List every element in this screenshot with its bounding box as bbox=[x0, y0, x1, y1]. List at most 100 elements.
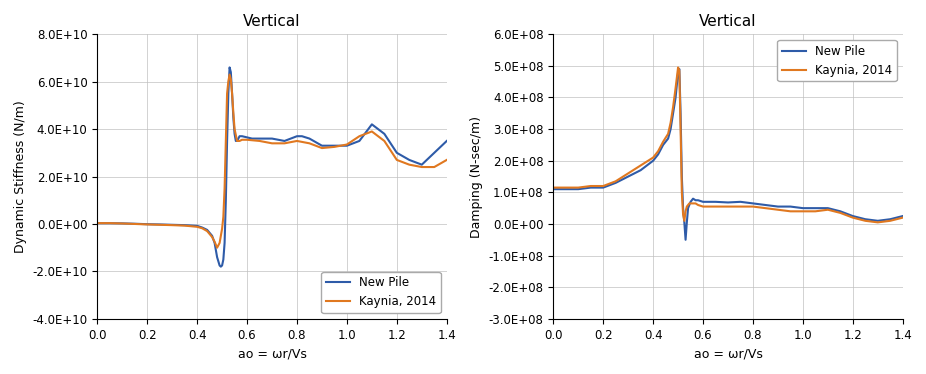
New Pile bbox=[674, 67, 685, 71]
New Pile bbox=[219, 241, 231, 245]
Kaynia, 2014 bbox=[220, 139, 232, 143]
New Pile bbox=[329, 144, 340, 148]
New Pile bbox=[196, 225, 207, 230]
Kaynia, 2014 bbox=[560, 186, 571, 190]
Kaynia, 2014 bbox=[142, 222, 153, 227]
Y-axis label: Damping (N-sec/m): Damping (N-sec/m) bbox=[470, 116, 483, 237]
New Pile bbox=[236, 134, 247, 138]
Kaynia, 2014 bbox=[622, 171, 633, 176]
Kaynia, 2014 bbox=[665, 120, 676, 125]
New Pile bbox=[404, 158, 415, 162]
Kaynia, 2014 bbox=[797, 209, 808, 214]
Kaynia, 2014 bbox=[202, 229, 213, 233]
Kaynia, 2014 bbox=[218, 215, 229, 219]
New Pile bbox=[367, 122, 378, 126]
Kaynia, 2014 bbox=[897, 215, 908, 220]
Kaynia, 2014 bbox=[572, 186, 583, 190]
New Pile bbox=[797, 206, 808, 211]
Kaynia, 2014 bbox=[354, 134, 365, 138]
New Pile bbox=[675, 111, 686, 116]
New Pile bbox=[622, 174, 633, 179]
New Pile bbox=[246, 137, 257, 141]
New Pile bbox=[117, 221, 128, 226]
New Pile bbox=[683, 203, 694, 207]
X-axis label: ao = ωr/Vs: ao = ωr/Vs bbox=[238, 347, 307, 360]
New Pile bbox=[92, 221, 103, 226]
New Pile bbox=[760, 203, 771, 207]
Kaynia, 2014 bbox=[209, 239, 220, 244]
Kaynia, 2014 bbox=[647, 155, 658, 160]
New Pile bbox=[686, 198, 697, 202]
New Pile bbox=[687, 196, 698, 201]
Kaynia, 2014 bbox=[228, 110, 239, 115]
New Pile bbox=[722, 200, 733, 205]
Kaynia, 2014 bbox=[254, 139, 265, 143]
New Pile bbox=[560, 187, 571, 191]
Kaynia, 2014 bbox=[747, 204, 758, 209]
Kaynia, 2014 bbox=[610, 179, 621, 184]
New Pile bbox=[635, 168, 646, 172]
New Pile bbox=[610, 181, 621, 185]
New Pile bbox=[693, 198, 704, 202]
New Pile bbox=[317, 144, 328, 148]
Kaynia, 2014 bbox=[597, 184, 608, 188]
New Pile bbox=[429, 151, 440, 155]
New Pile bbox=[662, 137, 673, 141]
Kaynia, 2014 bbox=[670, 86, 682, 90]
Kaynia, 2014 bbox=[657, 140, 669, 144]
New Pile bbox=[202, 228, 213, 232]
New Pile bbox=[354, 139, 365, 143]
Kaynia, 2014 bbox=[223, 79, 234, 84]
New Pile bbox=[665, 127, 676, 131]
New Pile bbox=[392, 151, 403, 155]
Kaynia, 2014 bbox=[232, 139, 243, 143]
New Pile bbox=[223, 91, 234, 96]
Kaynia, 2014 bbox=[690, 201, 701, 206]
Kaynia, 2014 bbox=[697, 204, 708, 209]
New Pile bbox=[154, 222, 165, 227]
New Pile bbox=[597, 186, 608, 190]
Line: Kaynia, 2014: Kaynia, 2014 bbox=[553, 67, 903, 223]
Kaynia, 2014 bbox=[192, 224, 203, 229]
Kaynia, 2014 bbox=[206, 235, 218, 239]
Kaynia, 2014 bbox=[834, 211, 845, 215]
Kaynia, 2014 bbox=[242, 138, 253, 142]
Kaynia, 2014 bbox=[342, 142, 353, 147]
New Pile bbox=[214, 263, 225, 268]
Kaynia, 2014 bbox=[367, 129, 378, 134]
New Pile bbox=[209, 241, 220, 245]
Line: New Pile: New Pile bbox=[553, 69, 903, 240]
Kaynia, 2014 bbox=[675, 127, 686, 131]
Kaynia, 2014 bbox=[416, 165, 427, 169]
New Pile bbox=[254, 137, 265, 141]
New Pile bbox=[379, 132, 390, 136]
Kaynia, 2014 bbox=[859, 218, 870, 223]
New Pile bbox=[279, 139, 290, 143]
New Pile bbox=[822, 206, 833, 211]
Kaynia, 2014 bbox=[196, 226, 207, 230]
Kaynia, 2014 bbox=[217, 227, 228, 231]
Kaynia, 2014 bbox=[682, 204, 693, 209]
Kaynia, 2014 bbox=[441, 158, 452, 162]
Kaynia, 2014 bbox=[735, 204, 746, 209]
Kaynia, 2014 bbox=[227, 91, 238, 96]
New Pile bbox=[678, 206, 689, 211]
New Pile bbox=[220, 198, 232, 202]
New Pile bbox=[859, 217, 870, 221]
Kaynia, 2014 bbox=[547, 186, 558, 190]
Kaynia, 2014 bbox=[672, 65, 683, 70]
Kaynia, 2014 bbox=[329, 145, 340, 149]
Legend: New Pile, Kaynia, 2014: New Pile, Kaynia, 2014 bbox=[321, 272, 441, 313]
Kaynia, 2014 bbox=[215, 234, 226, 238]
New Pile bbox=[242, 135, 253, 140]
Y-axis label: Dynamic Stiffness (N/m): Dynamic Stiffness (N/m) bbox=[14, 100, 27, 253]
Kaynia, 2014 bbox=[129, 222, 140, 226]
Title: Vertical: Vertical bbox=[244, 14, 301, 29]
Legend: New Pile, Kaynia, 2014: New Pile, Kaynia, 2014 bbox=[777, 40, 897, 82]
New Pile bbox=[735, 200, 746, 204]
X-axis label: ao = ωr/Vs: ao = ωr/Vs bbox=[694, 347, 762, 360]
New Pile bbox=[215, 264, 226, 269]
New Pile bbox=[234, 134, 245, 138]
New Pile bbox=[572, 187, 583, 191]
Kaynia, 2014 bbox=[847, 215, 858, 220]
